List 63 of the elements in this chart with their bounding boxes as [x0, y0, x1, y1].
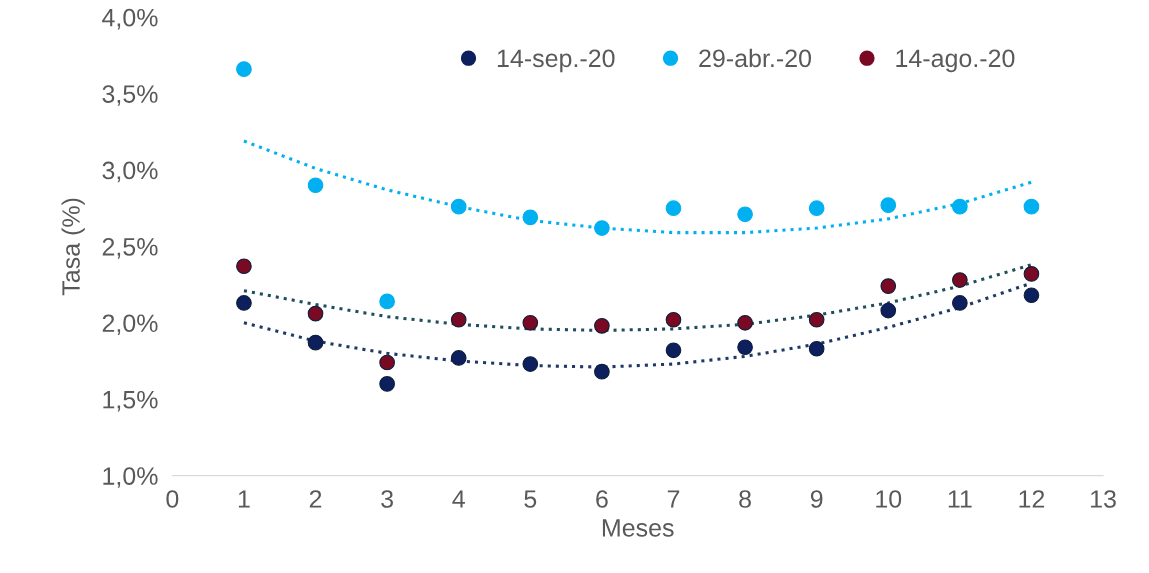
- y-axis-title: Tasa (%): [61, 198, 85, 296]
- point: [880, 278, 897, 294]
- legend-label: 29-abr.-20: [699, 48, 812, 68]
- point: [379, 376, 395, 392]
- x-tick-label: 13: [1091, 490, 1116, 508]
- point: [665, 200, 682, 217]
- point: [522, 356, 539, 372]
- point: [880, 302, 897, 319]
- x-tick-label: 4: [452, 490, 465, 508]
- x-tick-label: 3: [381, 490, 393, 508]
- x-tick-label: 2: [309, 490, 322, 508]
- y-tick-label: 1,5%: [103, 390, 158, 412]
- point: [522, 314, 539, 331]
- x-tick-label: 8: [739, 490, 751, 508]
- point: [808, 200, 825, 217]
- y-tick-label: 2,0%: [102, 314, 158, 336]
- point: [594, 318, 610, 334]
- x-tick-label: 5: [524, 490, 537, 508]
- point: [236, 258, 252, 275]
- point: [307, 177, 324, 194]
- point: [665, 342, 682, 359]
- point: [952, 198, 968, 215]
- point: [1023, 198, 1040, 215]
- point: [952, 272, 968, 288]
- x-axis-title: Meses: [602, 519, 674, 537]
- x-tick-label: 6: [596, 490, 608, 508]
- point: [594, 363, 610, 380]
- point: [379, 293, 395, 310]
- point: [808, 340, 825, 357]
- point: [450, 311, 467, 328]
- line-series: [242, 139, 1033, 235]
- point: [379, 354, 395, 371]
- point: [737, 314, 753, 331]
- legend-label: 14-ago.-20: [896, 49, 1015, 73]
- point: [737, 206, 753, 223]
- point: [522, 209, 539, 226]
- point: [1023, 287, 1040, 304]
- point: [307, 334, 324, 351]
- point: [236, 61, 252, 77]
- point: [737, 339, 753, 356]
- point: [880, 197, 897, 213]
- point: [1023, 266, 1040, 282]
- x-tick-label: 9: [810, 490, 823, 508]
- x-tick-label: 0: [166, 490, 179, 508]
- x-tick-label: 10: [876, 490, 902, 508]
- y-tick-label: 1,0%: [103, 467, 158, 488]
- point: [307, 305, 324, 322]
- y-tick-label: 3,0%: [102, 161, 158, 183]
- point: [450, 350, 467, 366]
- point: [808, 311, 825, 328]
- x-tick-label: 12: [1019, 490, 1045, 508]
- x-tick-label: 7: [667, 490, 680, 508]
- x-tick-label: 11: [948, 490, 972, 508]
- y-tick-label: 3,5%: [102, 85, 158, 106]
- point: [952, 295, 968, 311]
- point: [450, 198, 467, 215]
- point: [665, 311, 682, 328]
- point: [236, 295, 252, 311]
- legend-label: 14-sep.-20: [497, 49, 615, 73]
- y-tick-label: 4,0%: [102, 8, 158, 30]
- x-tick-label: 1: [238, 490, 250, 508]
- y-tick-label: 2,5%: [102, 237, 158, 259]
- point: [594, 220, 610, 236]
